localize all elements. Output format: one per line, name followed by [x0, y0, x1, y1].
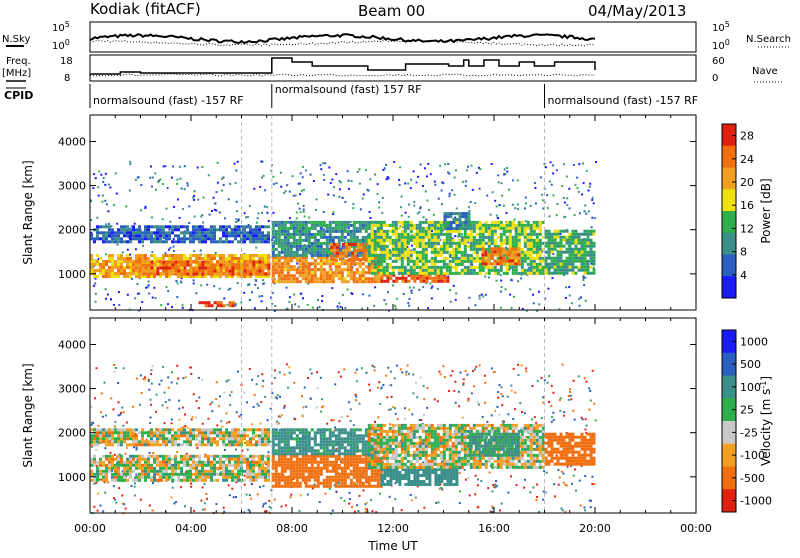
cpid-segment-label: normalsound (fast) -157 RF	[93, 94, 244, 107]
station-title: Kodiak (fitACF)	[90, 0, 201, 18]
nsky-tick-top: 105	[52, 20, 70, 34]
date-title: 04/May/2013	[588, 2, 686, 20]
time-axis: 00:00 04:00 08:00 12:00 16:00 20:00 00:00	[74, 522, 712, 535]
colorbar-tick-label: 12	[740, 222, 754, 235]
colorbar-tick-label: 24	[740, 153, 754, 166]
y-tick-label: 4000	[58, 135, 86, 148]
power-colorbar: 4 8 12 16 20 24 28 Power [dB]	[722, 124, 773, 299]
cpid-strip: normalsound (fast) -157 RF normalsound (f…	[90, 83, 698, 108]
colorbar-tick-label: 8	[740, 246, 747, 259]
colorbar-tick-label: 16	[740, 199, 754, 212]
freq-strip-frame	[90, 55, 696, 81]
y-tick-label: 1000	[58, 268, 86, 281]
x-tick-label: 08:00	[276, 522, 308, 535]
colorbar-swatch	[722, 146, 736, 168]
freq-unit-label: [MHz]	[2, 68, 31, 79]
x-tick-label: 20:00	[579, 522, 611, 535]
colorbar-tick-label: 4	[740, 269, 747, 282]
colorbar-tick-label: 1000	[740, 335, 768, 348]
colorbar-tick-label: -500	[740, 472, 765, 485]
velocity-panel: 1000 2000 3000 4000 Slant Range [km]	[21, 318, 696, 515]
colorbar-swatch	[722, 255, 736, 277]
colorbar-tick-label: 20	[740, 176, 754, 189]
nave-tick-top: 60	[712, 56, 725, 67]
nsearch-tick-top: 105	[712, 20, 730, 34]
y-tick-label: 3000	[58, 180, 86, 193]
colorbar-tick-label: -1000	[740, 495, 772, 508]
nave-trace	[90, 74, 595, 76]
y-tick-label: 4000	[58, 338, 86, 351]
nsearch-label: N.Search	[746, 34, 791, 45]
colorbar-tick-label: -25	[740, 426, 758, 439]
nsearch-tick-bottom: 100	[712, 38, 730, 52]
echo-region	[380, 468, 458, 486]
cpid-segment-label: normalsound (fast) 157 RF	[275, 83, 422, 96]
colorbar-label: Velocity [m s-1]	[759, 376, 773, 466]
y-axis-label: Slant Range [km]	[21, 363, 35, 467]
y-tick-label: 3000	[58, 383, 86, 396]
echo-region	[545, 230, 596, 275]
colorbar-swatch	[722, 189, 736, 211]
colorbar-label: Power [dB]	[759, 178, 773, 243]
colorbar-swatch	[722, 276, 736, 298]
colorbar-swatch	[722, 211, 736, 233]
nave-tick-bottom: 0	[712, 73, 718, 84]
x-tick-label: 12:00	[377, 522, 409, 535]
time-axis-label: Time UT	[367, 539, 418, 553]
x-tick-label: 16:00	[478, 522, 510, 535]
x-tick-label: 00:00	[680, 522, 712, 535]
y-tick-label: 2000	[58, 224, 86, 237]
colorbar-tick-label: 28	[740, 130, 754, 143]
freq-tick-bottom: 8	[64, 73, 70, 84]
nsky-trace	[90, 34, 595, 43]
nsky-label: N.Sky	[2, 34, 30, 45]
nsky-tick-bottom: 100	[52, 38, 70, 52]
power-panel: 1000 2000 3000 4000 Slant Range [km]	[21, 115, 696, 312]
x-tick-label: 04:00	[175, 522, 207, 535]
colorbar-swatch	[722, 168, 736, 190]
nave-label: Nave	[752, 66, 778, 77]
cpid-label: CPID	[4, 89, 33, 102]
colorbar-tick-label: 500	[740, 358, 761, 371]
freq-label: Freq.	[6, 56, 31, 67]
colorbar-tick-label: 100	[740, 381, 761, 394]
y-tick-label: 1000	[58, 471, 86, 484]
y-axis-label: Slant Range [km]	[21, 160, 35, 264]
cpid-segment-label: normalsound (fast) -157 RF	[548, 94, 699, 107]
freq-tick-top: 18	[60, 56, 73, 67]
echo-region	[444, 212, 471, 230]
y-tick-label: 2000	[58, 427, 86, 440]
echo-region	[90, 428, 270, 446]
x-tick-label: 00:00	[74, 522, 106, 535]
panel-frame	[90, 318, 696, 513]
nsearch-trace	[90, 40, 595, 46]
colorbar-tick-label: 25	[740, 404, 754, 417]
beam-title: Beam 00	[358, 2, 425, 20]
freq-trace	[90, 58, 595, 74]
